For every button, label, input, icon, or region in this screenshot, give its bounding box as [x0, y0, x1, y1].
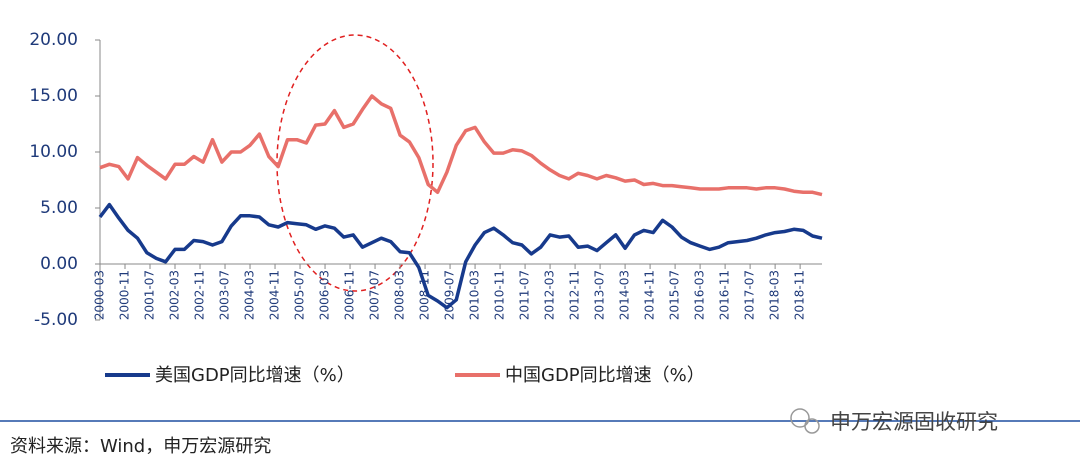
series-line: [99, 94, 823, 197]
x-tick-label: 2016-03: [693, 270, 707, 320]
x-tick-label: 2011-07: [518, 270, 532, 320]
x-tick-label: 2010-03: [468, 270, 482, 320]
x-tick-label: 2017-07: [743, 270, 757, 320]
x-tick-label: 2012-11: [568, 270, 582, 320]
x-tick-label: 2012-03: [543, 270, 557, 320]
x-tick-label: 2014-03: [618, 270, 632, 320]
x-tick-label: 2016-11: [718, 270, 732, 320]
y-tick-label: 15.00: [29, 86, 78, 106]
x-tick-label: 2000-11: [118, 270, 132, 320]
x-tick-label: 2008-03: [393, 270, 407, 320]
x-tick-label: 2002-11: [193, 270, 207, 320]
watermark-text: 申万宏源固收研究: [830, 410, 998, 434]
x-tick-label: 2010-11: [493, 270, 507, 320]
x-tick-label: 2007-07: [368, 270, 382, 320]
x-tick-label: 2004-03: [243, 270, 257, 320]
y-tick-label: 10.00: [29, 142, 78, 162]
x-tick-label: 2006-03: [318, 270, 332, 320]
watermark-icon: [804, 418, 820, 434]
y-tick-label: 0.00: [40, 254, 78, 274]
x-tick-label: 2008-11: [418, 270, 432, 320]
y-tick-label: -5.00: [34, 310, 78, 330]
x-tick-label: 2000-03: [93, 270, 107, 320]
series-line: [98, 202, 823, 310]
x-tick-label: 2009-07: [443, 270, 457, 320]
source: 资料来源：Wind，申万宏源研究: [10, 436, 271, 457]
x-tick-label: 2002-03: [168, 270, 182, 320]
x-tick-label: 2003-07: [218, 270, 232, 320]
x-tick-label: 2014-11: [643, 270, 657, 320]
x-tick-label: 2015-07: [668, 270, 682, 320]
x-tick-label: 2006-11: [343, 270, 357, 320]
y-tick-label: 5.00: [40, 198, 78, 218]
watermark-icon: [790, 408, 810, 428]
legend-label: 中国GDP同比增速（%）: [505, 365, 705, 386]
x-tick-label: 2018-11: [793, 270, 807, 320]
x-tick-label: 2005-07: [293, 270, 307, 320]
watermark: 申万宏源固收研究: [790, 408, 998, 434]
x-tick-label: 2013-07: [593, 270, 607, 320]
y-tick-label: 20.00: [29, 30, 78, 50]
x-tick-label: 2018-03: [768, 270, 782, 320]
x-tick-label: 2004-11: [268, 270, 282, 320]
x-tick-label: 2001-07: [143, 270, 157, 320]
legend-label: 美国GDP同比增速（%）: [155, 365, 355, 386]
